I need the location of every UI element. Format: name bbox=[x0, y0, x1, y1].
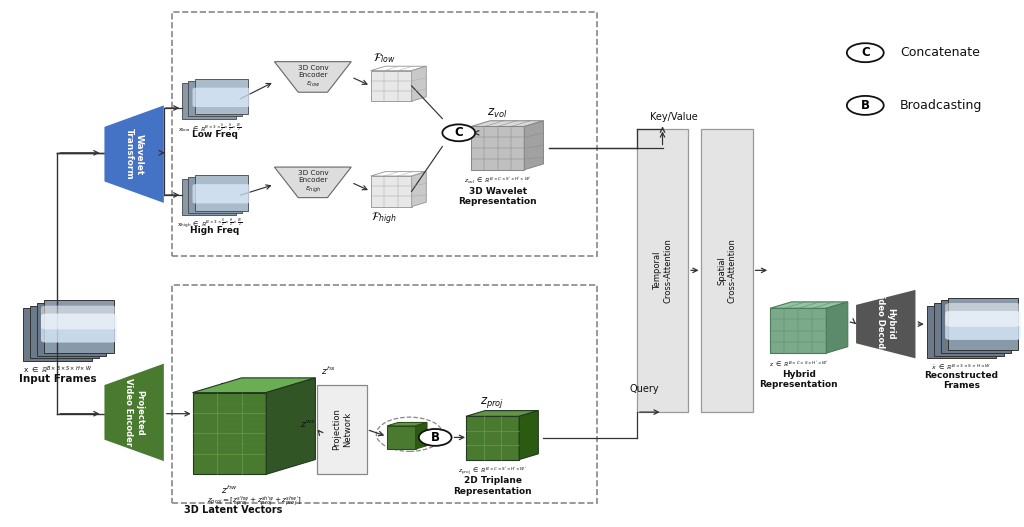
Polygon shape bbox=[371, 176, 412, 207]
Text: Input Frames: Input Frames bbox=[18, 374, 96, 384]
Polygon shape bbox=[471, 126, 524, 170]
Text: $\tilde{x}$ $\in$ $\mathbb{R}^{B\times3\times S\times H\times W}$: $\tilde{x}$ $\in$ $\mathbb{R}^{B\times3\… bbox=[932, 363, 991, 372]
Polygon shape bbox=[371, 172, 426, 176]
Text: $z_{vol}$ $\in$ $\mathbb{R}^{B\times C\times S^\prime\times H^\prime\times W^\pr: $z_{vol}$ $\in$ $\mathbb{R}^{B\times C\t… bbox=[464, 176, 531, 186]
Circle shape bbox=[442, 124, 475, 141]
Polygon shape bbox=[274, 62, 351, 92]
Text: C: C bbox=[861, 46, 869, 59]
Text: $z_{proj}$ $\in$ $\mathbb{R}^{B\times C\times S^\prime\times H^\prime\times W^\p: $z_{proj}$ $\in$ $\mathbb{R}^{B\times C\… bbox=[458, 466, 527, 477]
Text: $z^{hs}$: $z^{hs}$ bbox=[321, 364, 335, 377]
Text: $z_{proj}=[z_{proj}^{s^\prime hw}+z_{proj}^{sh^\prime w}+z_{proj}^{shw^\prime}]$: $z_{proj}=[z_{proj}^{s^\prime hw}+z_{pro… bbox=[207, 494, 301, 509]
Polygon shape bbox=[387, 426, 416, 449]
FancyBboxPatch shape bbox=[945, 311, 1021, 340]
FancyBboxPatch shape bbox=[317, 385, 367, 474]
Polygon shape bbox=[104, 105, 164, 203]
Text: x$_{\rm high}$ $\in$ $\mathbb{R}^{B\times3\times\frac{S}{2}\times\frac{H}{2}\tim: x$_{\rm high}$ $\in$ $\mathbb{R}^{B\time… bbox=[177, 218, 243, 232]
Text: Query: Query bbox=[630, 384, 659, 394]
Polygon shape bbox=[371, 66, 426, 71]
FancyBboxPatch shape bbox=[948, 298, 1018, 350]
Polygon shape bbox=[371, 71, 412, 101]
Text: C: C bbox=[455, 126, 463, 139]
Polygon shape bbox=[856, 290, 915, 358]
Text: Projection
Network: Projection Network bbox=[333, 408, 351, 451]
Text: Low Freq: Low Freq bbox=[193, 130, 238, 139]
Polygon shape bbox=[770, 302, 848, 308]
Polygon shape bbox=[466, 416, 519, 460]
Polygon shape bbox=[221, 383, 295, 465]
Text: Temporal
Cross-Attention: Temporal Cross-Attention bbox=[653, 238, 672, 303]
Text: 3D Conv
Encoder
$\varepsilon_{low}$: 3D Conv Encoder $\varepsilon_{low}$ bbox=[298, 65, 328, 89]
FancyBboxPatch shape bbox=[193, 87, 250, 107]
FancyBboxPatch shape bbox=[37, 303, 106, 356]
Polygon shape bbox=[387, 423, 427, 426]
Text: B: B bbox=[431, 431, 439, 444]
Text: Key/Value: Key/Value bbox=[650, 112, 698, 122]
FancyBboxPatch shape bbox=[927, 306, 996, 358]
FancyBboxPatch shape bbox=[41, 314, 117, 343]
Text: $z^{ws}$: $z^{ws}$ bbox=[300, 418, 315, 429]
Text: $\mathcal{F}_{low}$: $\mathcal{F}_{low}$ bbox=[373, 52, 395, 65]
Text: Spatial
Cross-Attention: Spatial Cross-Attention bbox=[718, 238, 736, 303]
Text: $\mathcal{F}_{high}$: $\mathcal{F}_{high}$ bbox=[371, 211, 397, 227]
FancyBboxPatch shape bbox=[44, 300, 114, 353]
Polygon shape bbox=[266, 378, 315, 474]
Text: 3D Conv
Encoder
$\varepsilon_{high}$: 3D Conv Encoder $\varepsilon_{high}$ bbox=[298, 170, 328, 194]
FancyBboxPatch shape bbox=[945, 303, 1021, 327]
FancyBboxPatch shape bbox=[701, 129, 753, 412]
Polygon shape bbox=[412, 172, 426, 207]
Text: $z^{hw}$: $z^{hw}$ bbox=[221, 484, 238, 496]
Text: B: B bbox=[861, 99, 869, 112]
Polygon shape bbox=[193, 393, 266, 474]
Text: Hybrid
Video Decoder: Hybrid Video Decoder bbox=[877, 289, 895, 359]
Text: Projected
Video Encoder: Projected Video Encoder bbox=[125, 378, 143, 446]
Text: Hybrid
Representation: Hybrid Representation bbox=[760, 370, 838, 389]
FancyBboxPatch shape bbox=[182, 179, 236, 215]
Polygon shape bbox=[519, 411, 539, 460]
FancyBboxPatch shape bbox=[195, 79, 248, 114]
Text: $z_{vol}$: $z_{vol}$ bbox=[487, 107, 508, 120]
Text: 2D Triplane
Representation: 2D Triplane Representation bbox=[454, 476, 531, 496]
FancyBboxPatch shape bbox=[941, 300, 1011, 353]
Text: Wavelet
Transform: Wavelet Transform bbox=[125, 128, 143, 180]
FancyBboxPatch shape bbox=[188, 81, 242, 116]
Text: x $\in$ $\mathbb{R}^{B\times3\times S\times H\times W}$: x $\in$ $\mathbb{R}^{B\times3\times S\ti… bbox=[23, 365, 92, 376]
FancyBboxPatch shape bbox=[934, 303, 1004, 356]
Text: x$_{\rm low}$ $\in$ $\mathbb{R}^{B\times3\times\frac{S}{2}\times\frac{H}{2}\time: x$_{\rm low}$ $\in$ $\mathbb{R}^{B\times… bbox=[178, 122, 242, 135]
Circle shape bbox=[847, 43, 884, 62]
Text: z $\in$ $\mathbb{R}^{B\times C\times S\times H^\prime\times W^\prime}$: z $\in$ $\mathbb{R}^{B\times C\times S\t… bbox=[769, 359, 828, 368]
Polygon shape bbox=[826, 302, 848, 353]
Polygon shape bbox=[524, 121, 544, 170]
Text: Concatenate: Concatenate bbox=[900, 46, 980, 59]
FancyBboxPatch shape bbox=[637, 129, 688, 412]
FancyBboxPatch shape bbox=[30, 306, 99, 358]
FancyBboxPatch shape bbox=[182, 83, 236, 119]
Polygon shape bbox=[416, 423, 427, 449]
Polygon shape bbox=[471, 121, 544, 126]
FancyBboxPatch shape bbox=[188, 177, 242, 213]
Text: High Freq: High Freq bbox=[190, 226, 240, 235]
FancyBboxPatch shape bbox=[193, 184, 250, 203]
FancyBboxPatch shape bbox=[23, 308, 92, 361]
Circle shape bbox=[847, 96, 884, 115]
Polygon shape bbox=[466, 411, 539, 416]
Text: $z_{proj}$: $z_{proj}$ bbox=[480, 395, 505, 410]
Polygon shape bbox=[274, 167, 351, 198]
Text: 3D Latent Vectors: 3D Latent Vectors bbox=[184, 505, 283, 515]
Polygon shape bbox=[193, 378, 315, 393]
Polygon shape bbox=[412, 66, 426, 101]
Text: Reconstructed
Frames: Reconstructed Frames bbox=[925, 371, 998, 391]
Text: Broadcasting: Broadcasting bbox=[900, 99, 982, 112]
Polygon shape bbox=[770, 308, 826, 353]
FancyBboxPatch shape bbox=[195, 175, 248, 211]
FancyBboxPatch shape bbox=[41, 306, 117, 329]
Circle shape bbox=[419, 429, 452, 446]
Text: 3D Wavelet
Representation: 3D Wavelet Representation bbox=[459, 187, 537, 206]
Polygon shape bbox=[104, 364, 164, 461]
